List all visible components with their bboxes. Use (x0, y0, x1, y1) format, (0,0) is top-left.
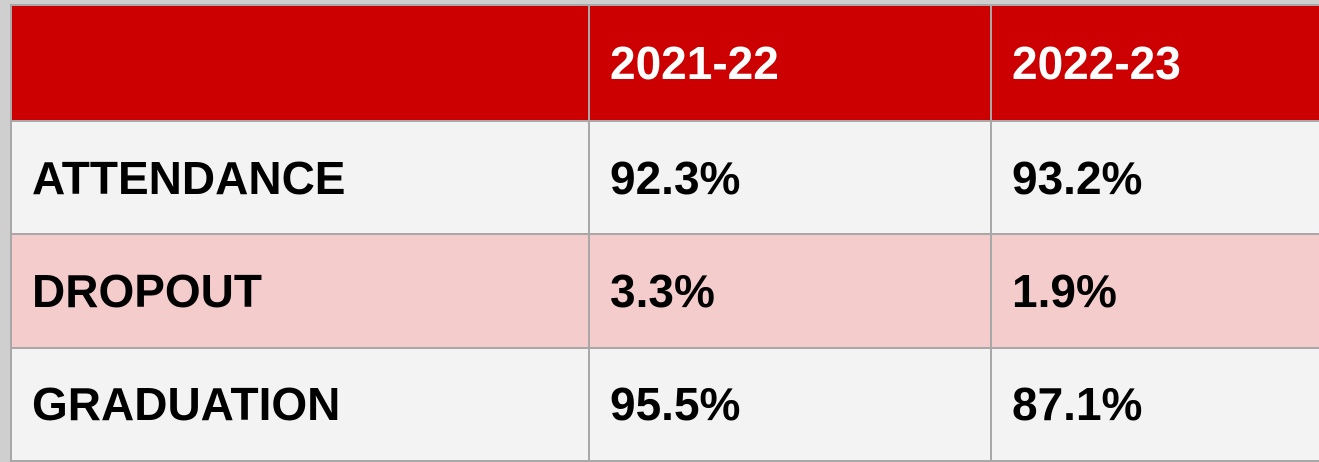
cell: 93.2% (990, 119, 1319, 236)
row-label: GRADUATION (10, 346, 590, 462)
table-row: DROPOUT 3.3% 1.9% (10, 233, 1319, 349)
row-label: DROPOUT (10, 233, 590, 349)
data-table: 2021-22 2022-23 ATTENDANCE 92.3% 93.2% DROPO… (10, 4, 1319, 462)
cell: 92.3% (588, 119, 992, 236)
table-row: GRADUATION 95.5% 87.1% (10, 346, 1319, 462)
cell: 1.9% (990, 233, 1319, 349)
table-wrap: 2021-22 2022-23 ATTENDANCE 92.3% 93.2% DROPO… (10, 4, 1319, 462)
cell: 3.3% (588, 233, 992, 349)
cell: 95.5% (588, 346, 992, 462)
header-row: 2021-22 2022-23 (10, 4, 1319, 122)
column-header: 2021-22 (588, 4, 992, 122)
table-body: ATTENDANCE 92.3% 93.2% DROPOUT 3.3% 1.9% GRADU… (10, 119, 1319, 462)
table-row: ATTENDANCE 92.3% 93.2% (10, 119, 1319, 236)
cell: 87.1% (990, 346, 1319, 462)
row-label: ATTENDANCE (10, 119, 590, 236)
column-header: 2022-23 (990, 4, 1319, 122)
corner-cell (10, 4, 590, 122)
